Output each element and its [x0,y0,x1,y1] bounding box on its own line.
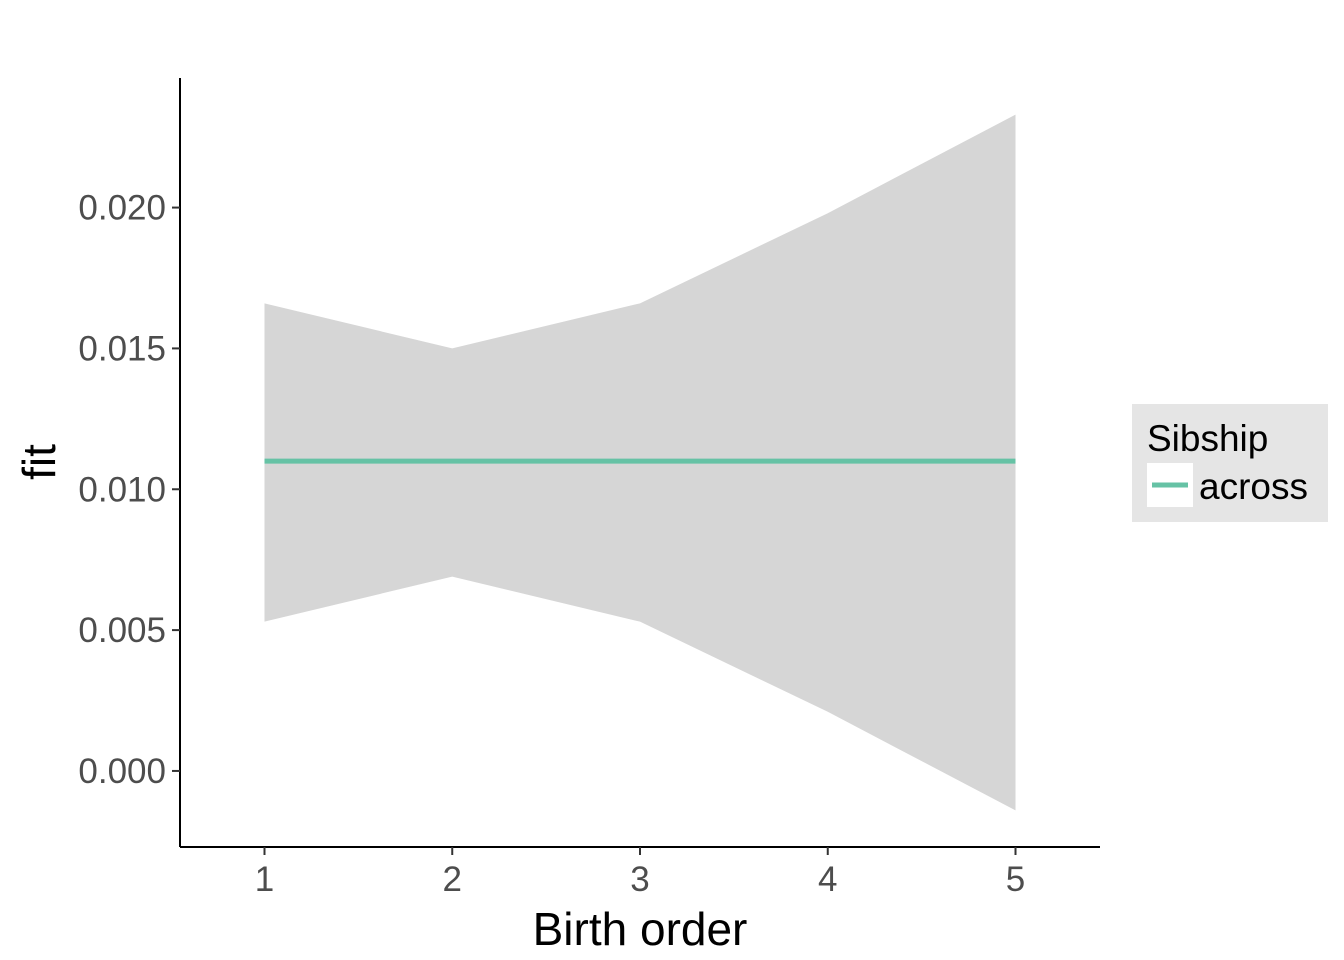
x-tick-label: 3 [630,860,649,899]
x-tick-label: 5 [1006,860,1025,899]
legend: Sibship across [1132,404,1328,522]
y-tick-label: 0.015 [78,329,166,368]
x-axis-title: Birth order [533,903,748,955]
x-tick-label: 4 [818,860,837,899]
plot-area [264,114,1016,811]
y-axis: 0.000 0.005 0.010 0.015 0.020 [78,78,181,847]
y-axis-title: fit [13,444,65,480]
x-axis: 1 2 3 4 5 [180,846,1100,899]
y-tick-label: 0.020 [78,189,166,228]
x-tick-label: 1 [255,860,274,899]
x-tick-label: 2 [443,860,462,899]
legend-title: Sibship [1147,418,1268,459]
legend-label: across [1199,466,1308,507]
y-tick-label: 0.005 [78,611,166,650]
y-tick-label: 0.000 [78,752,166,791]
y-tick-label: 0.010 [78,470,166,509]
